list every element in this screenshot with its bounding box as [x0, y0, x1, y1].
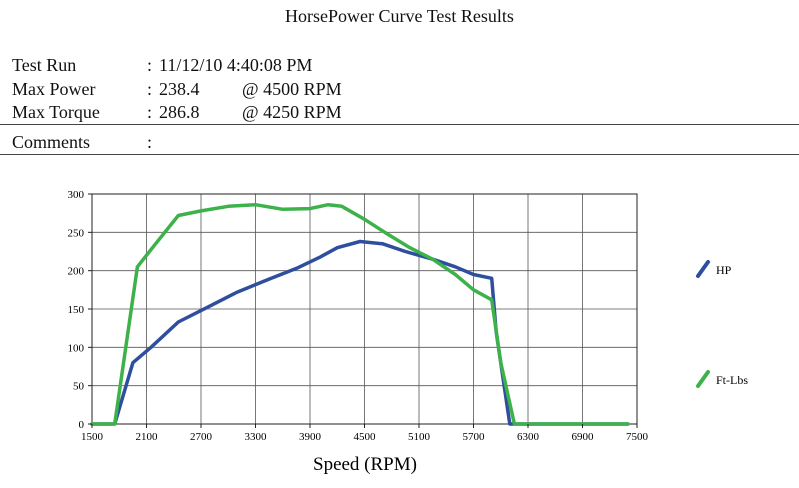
max-torque-label: Max Torque — [12, 102, 100, 122]
x-axis-label: Speed (RPM) — [313, 454, 417, 475]
x-tick-label: 7500 — [626, 431, 649, 443]
hp-torque-chart: 1500 2100 2700 3300 3900 4500 5100 5700 6300 6900… — [68, 189, 749, 475]
y-tick-label: 250 — [68, 227, 85, 239]
comments-label: Comments — [12, 132, 91, 152]
legend-label: HP — [716, 263, 732, 277]
max-torque-rpm: @ 4250 RPM — [242, 102, 342, 122]
max-power-rpm: @ 4500 RPM — [242, 79, 342, 99]
legend-swatch — [696, 370, 710, 388]
x-tick-label: 3900 — [299, 431, 322, 443]
test-run-colon: : — [147, 55, 153, 75]
y-tick-label: 50 — [73, 381, 85, 393]
x-tick-label: 5700 — [463, 431, 486, 443]
legend-label: Ft-Lbs — [716, 373, 748, 387]
legend-swatch — [696, 260, 710, 278]
divider-bottom — [0, 154, 799, 155]
max-power-colon: : — [147, 79, 153, 99]
x-tick-label: 6900 — [572, 431, 595, 443]
max-power-label: Max Power — [12, 79, 96, 99]
x-tick-label: 6300 — [517, 431, 540, 443]
y-tick-label: 200 — [68, 266, 85, 278]
x-tick-label: 4500 — [354, 431, 377, 443]
y-tick-label: 0 — [79, 419, 85, 431]
max-power-value: 238.4 — [159, 79, 200, 99]
test-run-label: Test Run — [12, 55, 77, 75]
divider-top — [0, 124, 799, 125]
y-tick-label: 150 — [68, 304, 85, 316]
test-run-value: 11/12/10 4:40:08 PM — [159, 55, 313, 75]
x-tick-label: 2100 — [136, 431, 159, 443]
x-tick-label: 2700 — [190, 431, 213, 443]
x-tick-label: 1500 — [81, 431, 104, 443]
chart-grid — [92, 194, 637, 424]
x-axis-ticks: 1500 2100 2700 3300 3900 4500 5100 5700 6300 6900… — [81, 424, 649, 443]
series-line-hp — [90, 239, 630, 426]
max-torque-value: 286.8 — [159, 102, 200, 122]
series-line-ft-lbs — [90, 202, 630, 426]
report-title: HorsePower Curve Test Results — [285, 6, 514, 26]
y-axis-ticks: 0 50 100 150 200 250 300 — [68, 189, 92, 431]
chart-legend: HP Ft-Lbs — [696, 260, 748, 388]
y-tick-label: 300 — [68, 189, 85, 201]
x-tick-label: 3300 — [245, 431, 268, 443]
max-torque-colon: : — [147, 102, 153, 122]
comments-colon: : — [147, 132, 153, 152]
y-tick-label: 100 — [68, 342, 85, 354]
series-lines — [90, 202, 630, 426]
x-tick-label: 5100 — [408, 431, 431, 443]
